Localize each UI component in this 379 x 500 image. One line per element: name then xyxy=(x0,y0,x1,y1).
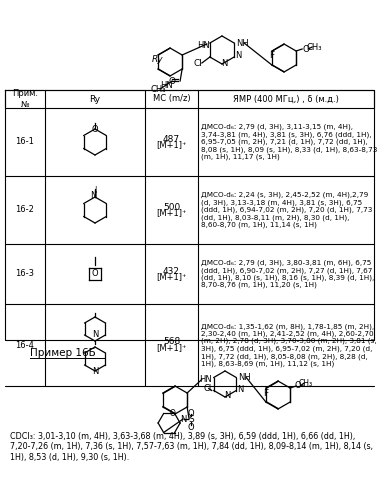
Text: N: N xyxy=(237,385,243,394)
Text: 16-4: 16-4 xyxy=(16,340,34,349)
Text: HN: HN xyxy=(199,375,212,384)
Text: N: N xyxy=(92,366,98,376)
Text: 487: 487 xyxy=(163,134,180,143)
Text: NH: NH xyxy=(236,38,249,48)
Text: Ry: Ry xyxy=(152,56,164,64)
Text: 432: 432 xyxy=(163,266,180,276)
Text: NH: NH xyxy=(238,373,251,382)
Text: O: O xyxy=(92,124,98,134)
Text: ДМСО-d₆: 2,79 (d, 3H), 3,80-3,81 (m, 6H), 6,75 (ddd, 1H), 6,90-7,02 (m, 2H), 7,2: ДМСО-d₆: 2,79 (d, 3H), 3,80-3,81 (m, 6H)… xyxy=(201,260,374,288)
Text: |: | xyxy=(94,186,96,193)
Text: ДМСО-d₆: 2,79 (d, 3H), 3,11-3,15 (m, 4H), 3,74-3,81 (m, 4H), 3,81 (s, 3H), 6,76 : ДМСО-d₆: 2,79 (d, 3H), 3,11-3,15 (m, 4H)… xyxy=(201,124,377,160)
Text: O: O xyxy=(169,76,175,86)
Text: N: N xyxy=(235,52,241,60)
Text: 16-3: 16-3 xyxy=(16,270,34,278)
Text: 500: 500 xyxy=(163,202,180,211)
Text: O: O xyxy=(302,44,310,54)
Text: МС (m/z): МС (m/z) xyxy=(153,94,190,104)
Text: N: N xyxy=(92,330,98,339)
Text: ДМСО-d₆: 1,35-1,62 (m, 8H), 1,78-1,85 (m, 2H), 2,30-2,40 (m, 1H), 2,41-2,52 (m, : ДМСО-d₆: 1,35-1,62 (m, 8H), 1,78-1,85 (m… xyxy=(201,323,377,367)
Text: O: O xyxy=(295,382,301,390)
Text: 568: 568 xyxy=(163,338,180,346)
Text: Прим.
№: Прим. № xyxy=(12,90,38,108)
Text: F: F xyxy=(263,388,268,398)
Text: CH₃: CH₃ xyxy=(299,378,313,388)
Text: CDCl₃: 3,01-3,10 (m, 4H), 3,63-3,68 (m, 4H), 3,89 (s, 3H), 6,59 (ddd, 1H), 6,66 : CDCl₃: 3,01-3,10 (m, 4H), 3,63-3,68 (m, … xyxy=(10,432,373,462)
Text: O: O xyxy=(170,409,175,418)
Text: CH₃: CH₃ xyxy=(306,42,322,51)
Text: S: S xyxy=(188,416,194,424)
Text: N: N xyxy=(90,192,96,200)
Text: Cl: Cl xyxy=(193,58,202,68)
Text: O: O xyxy=(188,408,194,418)
Text: Cl: Cl xyxy=(204,384,212,393)
Text: ДМСО-d₆: 2,24 (s, 3H), 2,45-2,52 (m, 4H),2,79 (d, 3H), 3,13-3,18 (m, 4H), 3,81 (: ДМСО-d₆: 2,24 (s, 3H), 2,45-2,52 (m, 4H)… xyxy=(201,192,373,228)
Text: N: N xyxy=(221,58,227,68)
Text: CH₃: CH₃ xyxy=(150,84,166,94)
Text: F: F xyxy=(269,52,274,60)
Text: [M+1]⁺: [M+1]⁺ xyxy=(156,272,187,281)
Text: N: N xyxy=(180,416,186,424)
Text: O: O xyxy=(188,422,194,432)
Text: HN: HN xyxy=(160,82,172,90)
Text: N: N xyxy=(224,392,230,400)
Text: Пример 16Б: Пример 16Б xyxy=(30,348,96,358)
Text: ЯМР (400 МГц,) , δ (м.д.): ЯМР (400 МГц,) , δ (м.д.) xyxy=(233,94,339,104)
Text: [M+1]⁺: [M+1]⁺ xyxy=(156,140,187,149)
Text: [M+1]⁺: [M+1]⁺ xyxy=(156,208,187,218)
Text: O: O xyxy=(92,270,98,278)
Text: 16-1: 16-1 xyxy=(16,138,34,146)
Text: HN: HN xyxy=(197,42,210,50)
Text: Ry: Ry xyxy=(89,94,100,104)
Text: 16-2: 16-2 xyxy=(16,206,34,214)
Text: [M+1]⁺: [M+1]⁺ xyxy=(156,344,187,352)
